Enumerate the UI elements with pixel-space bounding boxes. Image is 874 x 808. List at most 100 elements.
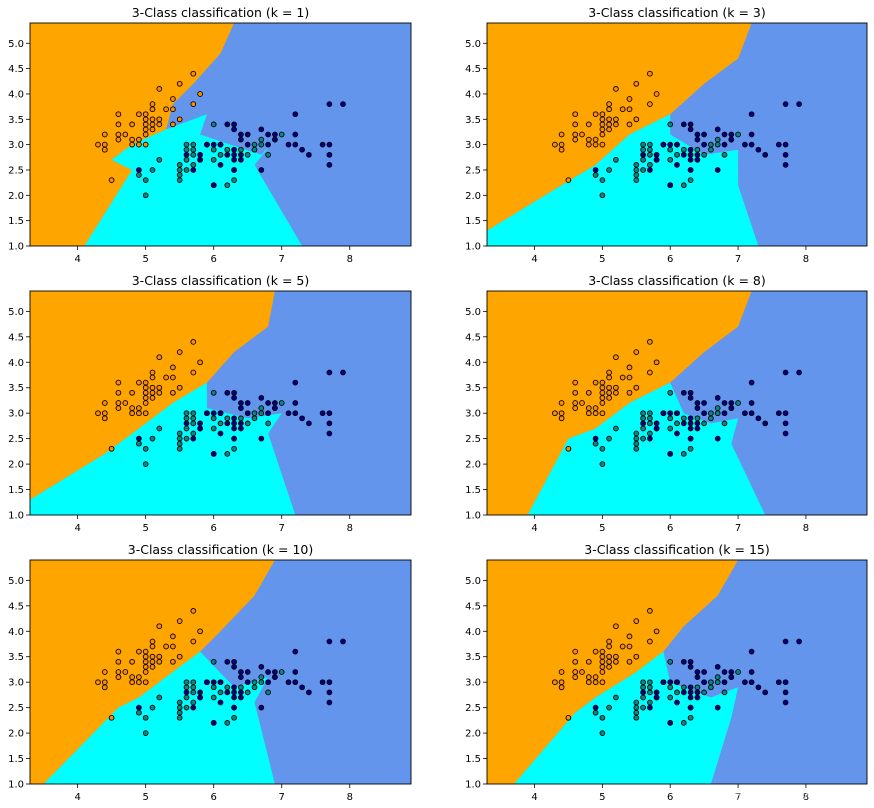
point-orange <box>115 648 122 655</box>
point-orange <box>149 121 156 128</box>
point-orange <box>592 111 599 118</box>
point-cyan <box>667 425 674 432</box>
point-blue <box>306 689 312 696</box>
point-orange <box>647 339 653 345</box>
point-orange <box>599 111 606 118</box>
point-blue <box>258 435 265 442</box>
plot-area <box>487 560 867 784</box>
point-cyan <box>278 400 285 406</box>
point-orange <box>95 141 101 148</box>
point-orange <box>585 141 592 148</box>
point-blue <box>687 126 694 133</box>
point-blue <box>687 425 694 432</box>
point-cyan <box>258 141 265 148</box>
point-blue <box>190 704 197 711</box>
point-cyan <box>156 156 163 163</box>
point-blue <box>197 420 203 427</box>
x-tick-label: 8 <box>347 792 353 803</box>
y-tick-label: 5.0 <box>465 39 481 50</box>
point-blue <box>272 669 278 675</box>
x-tick-label: 7 <box>279 792 285 803</box>
point-cyan <box>244 151 251 158</box>
point-blue <box>647 167 653 173</box>
point-orange <box>149 658 156 665</box>
point-orange <box>626 658 633 665</box>
point-cyan <box>687 714 694 721</box>
point-blue <box>292 400 299 406</box>
point-cyan <box>149 167 156 173</box>
point-cyan <box>708 415 714 422</box>
point-orange <box>606 121 612 128</box>
point-cyan <box>735 669 741 675</box>
point-blue <box>231 684 237 691</box>
point-blue <box>660 141 667 148</box>
point-cyan <box>599 730 606 736</box>
point-orange <box>558 684 565 691</box>
point-cyan <box>606 167 612 173</box>
point-blue <box>667 182 674 189</box>
point-blue <box>231 694 237 701</box>
point-cyan <box>667 121 674 128</box>
point-blue <box>748 679 755 686</box>
point-orange <box>585 389 592 396</box>
point-orange <box>170 643 176 650</box>
point-orange <box>197 359 203 366</box>
point-cyan <box>640 704 646 711</box>
point-orange <box>599 664 606 670</box>
point-cyan <box>251 410 258 417</box>
point-cyan <box>667 684 674 691</box>
point-blue <box>238 420 244 427</box>
point-blue <box>755 415 762 422</box>
point-orange <box>558 415 565 422</box>
point-cyan <box>647 415 653 422</box>
point-blue <box>721 410 728 417</box>
point-orange <box>122 131 129 138</box>
point-cyan <box>238 684 244 691</box>
point-cyan <box>142 192 149 199</box>
point-blue <box>136 704 142 711</box>
plot-area <box>30 560 411 784</box>
point-orange <box>599 653 606 660</box>
x-tick-label: 5 <box>142 523 148 534</box>
point-blue <box>238 400 244 406</box>
point-blue <box>244 400 251 406</box>
point-orange <box>115 131 122 138</box>
point-blue <box>592 704 599 711</box>
point-orange <box>572 136 579 143</box>
point-blue <box>674 162 680 168</box>
point-blue <box>326 410 333 417</box>
point-cyan <box>142 461 149 467</box>
point-orange <box>129 141 135 148</box>
point-orange <box>129 405 135 411</box>
y-tick-label: 1.0 <box>8 242 24 253</box>
point-orange <box>163 106 169 113</box>
subplot-title: 3-Class classification (k = 8) <box>588 273 766 288</box>
point-blue <box>694 674 701 680</box>
point-orange <box>599 141 606 148</box>
point-orange <box>599 400 606 406</box>
point-blue <box>217 679 224 686</box>
point-orange <box>613 121 619 128</box>
point-orange <box>190 101 197 107</box>
point-orange <box>142 131 149 138</box>
point-orange <box>101 679 108 686</box>
point-blue <box>748 400 755 406</box>
point-cyan <box>687 177 694 183</box>
point-cyan <box>640 435 646 442</box>
point-blue <box>687 167 694 173</box>
point-cyan <box>217 689 224 696</box>
point-blue <box>667 410 674 417</box>
point-blue <box>231 425 237 432</box>
point-blue <box>680 658 687 665</box>
point-cyan <box>667 415 674 422</box>
y-tick-label: 2.0 <box>465 460 481 471</box>
y-tick-label: 3.5 <box>465 652 481 663</box>
point-orange <box>142 669 149 675</box>
point-orange <box>572 400 579 406</box>
point-cyan <box>149 704 156 711</box>
point-blue <box>680 151 687 158</box>
point-orange <box>613 354 619 361</box>
point-orange <box>142 679 149 686</box>
point-blue <box>197 151 203 158</box>
y-tick-label: 4.5 <box>465 64 481 75</box>
